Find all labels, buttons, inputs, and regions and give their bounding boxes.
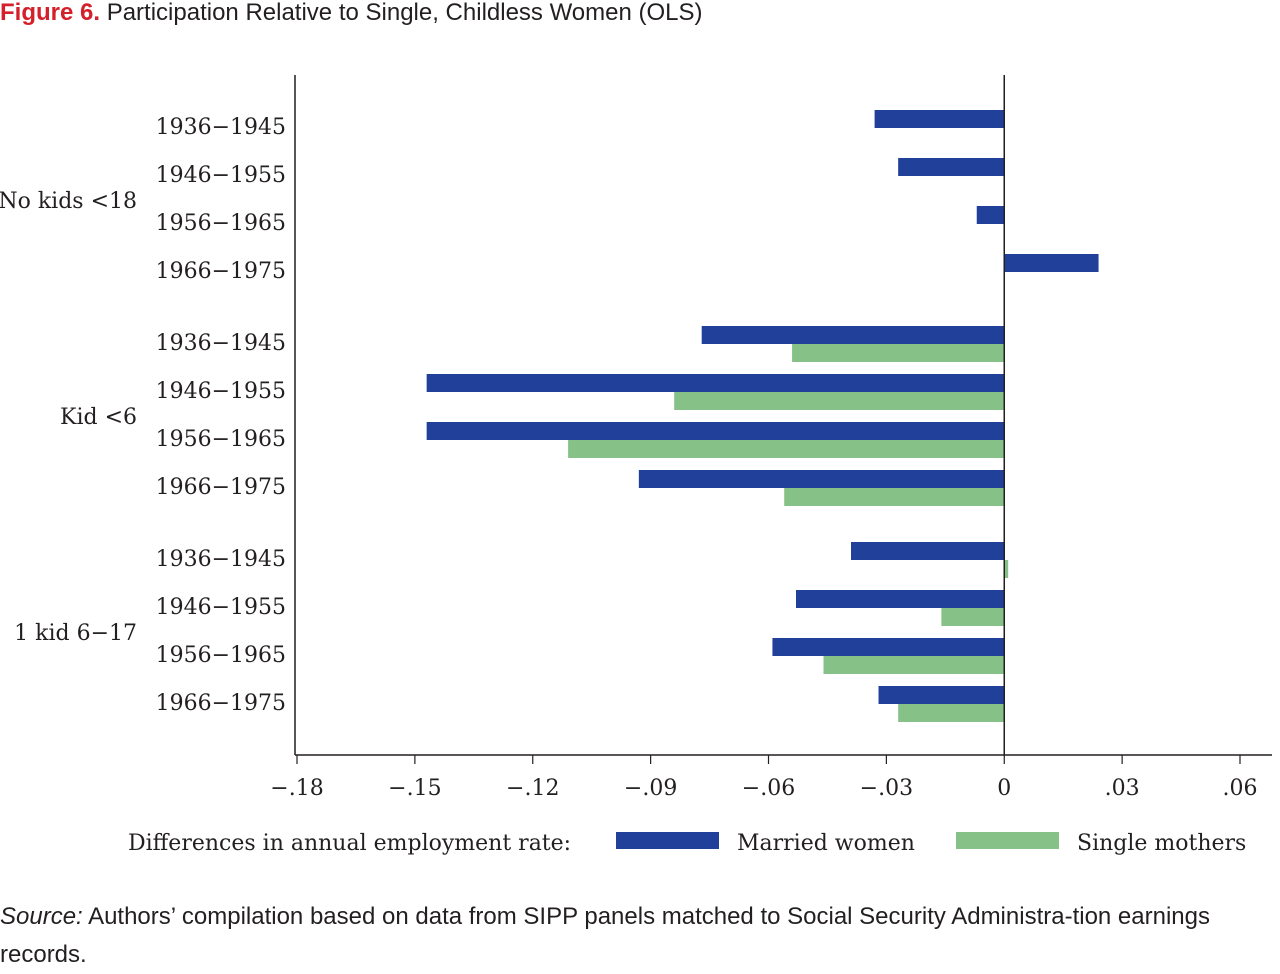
bar-chart: −.18 −.15 −.12 −.09 −.06 −.03 0 .03 .06 1936−1945…	[0, 75, 1272, 856]
x-tick-label: −.18	[270, 776, 323, 801]
x-tick-label: −.09	[624, 776, 677, 801]
legend-label-single: Single mothers	[1077, 831, 1246, 856]
single-bar	[823, 656, 1005, 674]
married-bar	[976, 206, 1005, 224]
legend-swatch-single	[956, 832, 1059, 849]
married-bar	[772, 638, 1005, 656]
single-bar	[674, 392, 1005, 410]
legend-swatch-married	[616, 832, 719, 849]
x-tick-label: −.06	[742, 776, 795, 801]
group-label: 1 kid 6−17	[14, 621, 137, 646]
category-label: 1956−1965	[156, 211, 286, 236]
married-bar	[426, 374, 1005, 392]
married-bar	[874, 110, 1005, 128]
x-tick-label: 0	[997, 776, 1011, 801]
category-label: 1946−1955	[156, 595, 286, 620]
married-bar	[638, 470, 1005, 488]
x-tick-label: .03	[1105, 776, 1140, 801]
source-note: Source: Authors’ compilation based on da…	[0, 898, 1280, 974]
single-bar	[1004, 560, 1009, 578]
married-bar	[878, 686, 1005, 704]
married-bar	[701, 326, 1005, 344]
category-label: 1966−1975	[156, 691, 286, 716]
category-label: 1936−1945	[156, 331, 286, 356]
single-bar	[568, 440, 1005, 458]
category-label: 1936−1945	[156, 547, 286, 572]
category-label: 1956−1965	[156, 643, 286, 668]
married-bar	[851, 542, 1005, 560]
category-label: 1966−1975	[156, 259, 286, 284]
single-bar	[784, 488, 1005, 506]
married-bar	[1004, 254, 1099, 272]
source-label: Source:	[0, 903, 83, 930]
category-label: 1946−1955	[156, 163, 286, 188]
single-bar	[898, 704, 1005, 722]
married-bar	[796, 590, 1005, 608]
group-label: No kids <18	[0, 189, 137, 214]
category-label: 1936−1945	[156, 115, 286, 140]
category-label: 1956−1965	[156, 427, 286, 452]
category-label: 1966−1975	[156, 475, 286, 500]
category-label: 1946−1955	[156, 379, 286, 404]
figure-title: Figure 6. Participation Relative to Sing…	[0, 0, 703, 28]
x-tick-label: .06	[1223, 776, 1258, 801]
legend-label-married: Married women	[737, 831, 915, 856]
single-bar	[792, 344, 1005, 362]
figure-label: Figure 6.	[0, 0, 101, 26]
group-label: Kid <6	[60, 405, 137, 430]
source-text: Authors’ compilation based on data from …	[0, 903, 1210, 968]
x-tick-label: −.12	[506, 776, 559, 801]
legend-title: Differences in annual employment rate:	[128, 831, 571, 856]
figure-title-text: Participation Relative to Single, Childl…	[106, 0, 703, 26]
x-tick-label: −.15	[388, 776, 441, 801]
single-bar	[941, 608, 1005, 626]
x-tick-label: −.03	[860, 776, 913, 801]
married-bar	[898, 158, 1005, 176]
married-bar	[426, 422, 1005, 440]
